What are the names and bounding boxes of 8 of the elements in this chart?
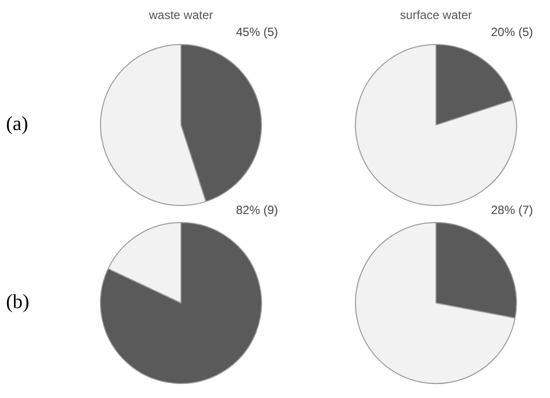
text: (b) bbox=[6, 291, 30, 314]
data-label: 45% (5) bbox=[236, 25, 278, 39]
chart-title: surface water bbox=[398, 8, 474, 22]
chart-title: waste water bbox=[148, 8, 214, 22]
data-label: 20% (5) bbox=[491, 25, 534, 39]
data-label: 28% (7) bbox=[491, 203, 534, 217]
data-label: 82% (9) bbox=[236, 203, 278, 217]
text: (a) bbox=[6, 113, 28, 136]
